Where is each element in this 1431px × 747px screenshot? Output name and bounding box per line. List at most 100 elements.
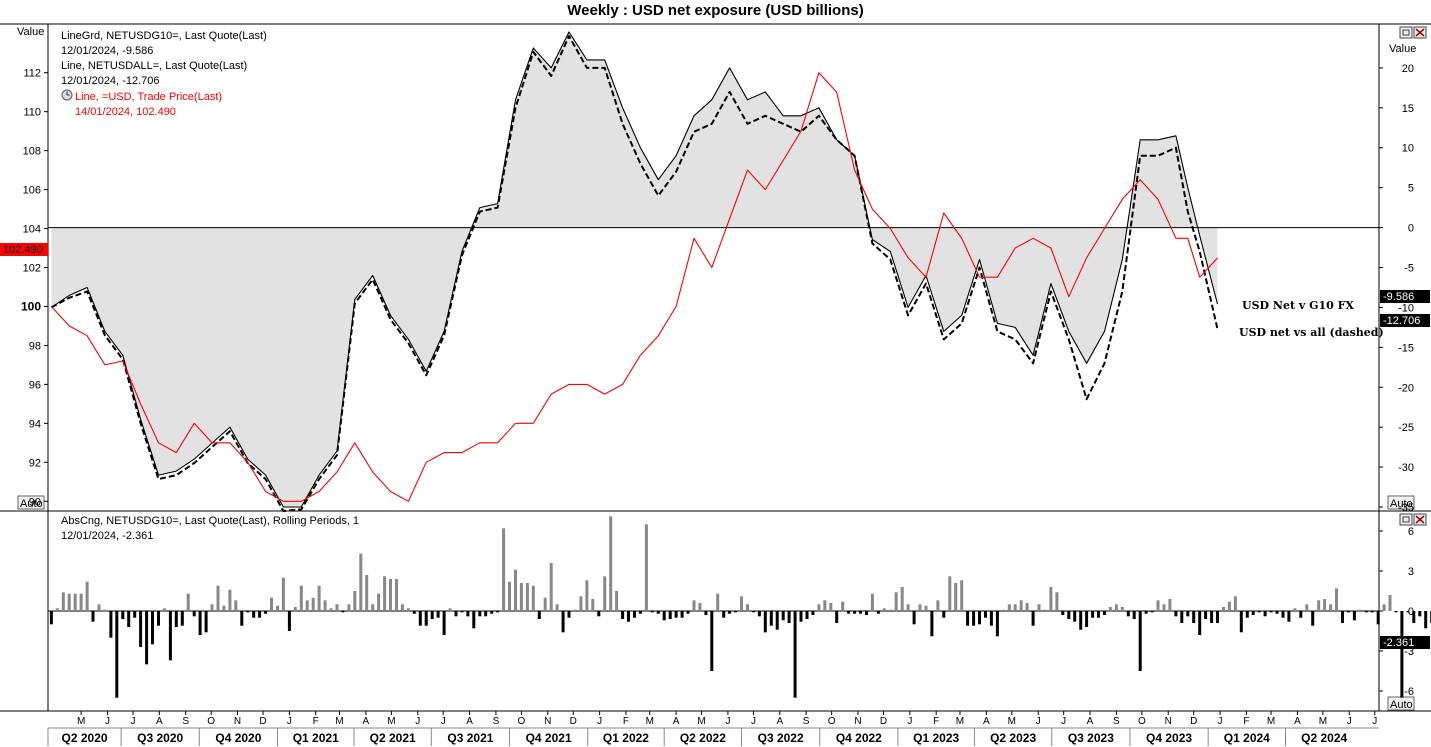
change-bar <box>180 611 184 626</box>
change-bar <box>192 611 196 617</box>
change-bar <box>210 604 214 611</box>
change-bar <box>894 592 898 611</box>
change-bar <box>1293 608 1297 611</box>
change-bar <box>1144 611 1148 614</box>
change-bar <box>1061 611 1065 615</box>
top-left-auto-button[interactable]: Auto <box>17 495 45 510</box>
quarter-label: Q2 2024 <box>1301 731 1347 745</box>
month-label: A <box>673 716 680 727</box>
change-bar <box>930 611 934 637</box>
change-bar <box>841 601 845 611</box>
bottom-legend-line1: AbsCng, NETUSDG10=, Last Quote(Last), Ro… <box>61 515 359 527</box>
month-label: M <box>335 716 343 727</box>
change-bar <box>811 611 815 615</box>
change-bar <box>793 611 797 698</box>
series-lines <box>50 31 1219 512</box>
change-bar <box>61 592 65 611</box>
top-panel-restore-icon[interactable] <box>1399 26 1413 39</box>
change-bar <box>769 611 773 626</box>
change-bar <box>906 604 910 611</box>
change-bar <box>989 611 993 626</box>
month-label: J <box>1372 716 1377 727</box>
change-bar <box>882 608 886 611</box>
change-bar <box>234 600 238 611</box>
quarter-label: Q4 2020 <box>215 731 261 745</box>
change-bar <box>252 611 256 618</box>
quarter-label: Q4 2022 <box>836 731 882 745</box>
bottom-panel-restore-icon[interactable] <box>1399 513 1413 526</box>
change-bar <box>1317 600 1321 611</box>
change-bar <box>1049 587 1053 611</box>
month-label: M <box>697 716 705 727</box>
change-bar <box>1198 611 1202 635</box>
top-right-auto-button[interactable]: Auto <box>1387 495 1415 510</box>
top-panel-close-icon[interactable] <box>1413 26 1427 39</box>
month-label: N <box>854 716 861 727</box>
change-bar <box>97 604 101 611</box>
change-bar <box>1138 611 1142 671</box>
change-bar <box>109 611 113 638</box>
change-bar <box>1162 604 1166 611</box>
month-label: J <box>907 716 912 727</box>
month-label: A <box>776 716 783 727</box>
change-bar <box>1180 611 1184 623</box>
change-bar <box>1382 604 1386 611</box>
change-bar <box>228 589 232 611</box>
left-axis-title: Value <box>17 26 44 38</box>
change-bar <box>490 611 494 614</box>
legend-usd-line1: Line, =USD, Trade Price(Last) <box>75 91 222 103</box>
month-label: J <box>725 716 730 727</box>
change-bar <box>139 611 143 647</box>
bottom-right-tick-label: -3 <box>1404 646 1414 658</box>
month-label: A <box>363 716 370 727</box>
change-bar <box>430 611 434 619</box>
change-bar <box>73 593 77 611</box>
change-bar <box>1424 611 1428 629</box>
change-bar <box>377 593 381 611</box>
right-tick-label: -20 <box>1398 382 1414 394</box>
change-bar <box>186 593 190 611</box>
change-bar <box>680 611 684 618</box>
change-bar <box>216 585 220 611</box>
change-bar <box>222 605 226 611</box>
month-label: N <box>1165 716 1172 727</box>
change-bar <box>1257 611 1261 613</box>
quarter-label: Q3 2020 <box>137 731 183 745</box>
change-bar <box>1323 599 1327 611</box>
month-label: N <box>544 716 551 727</box>
change-bar <box>561 611 565 633</box>
change-bar <box>1013 604 1017 611</box>
all-value-tag: -12.706 <box>1380 314 1430 327</box>
all-value-tag-text: -12.706 <box>1383 315 1420 327</box>
bottom-panel-close-icon[interactable] <box>1413 513 1427 526</box>
bottom-right-auto-button[interactable]: Auto <box>1387 696 1415 711</box>
month-label: J <box>441 716 446 727</box>
month-label: A <box>1087 716 1094 727</box>
change-bar <box>353 591 357 611</box>
change-bar <box>1335 588 1338 611</box>
bottom-value-tag-text: -2.361 <box>1383 637 1414 649</box>
change-bar <box>508 581 511 611</box>
month-label: M <box>1319 716 1327 727</box>
change-bar <box>555 604 559 611</box>
change-bar <box>978 611 981 625</box>
change-bar <box>888 609 892 611</box>
change-bar <box>1400 611 1404 698</box>
month-label: F <box>623 716 629 727</box>
change-bar <box>514 569 517 611</box>
change-bar <box>966 611 970 626</box>
change-bar <box>853 611 857 614</box>
change-bar <box>103 609 107 611</box>
change-bar <box>1204 611 1208 619</box>
change-bar <box>1239 611 1243 633</box>
quarter-label: Q3 2022 <box>758 731 804 745</box>
change-bar <box>817 604 821 611</box>
change-bar <box>870 593 874 611</box>
month-label: M <box>387 716 395 727</box>
change-bar <box>1120 607 1124 611</box>
change-bar <box>448 608 452 611</box>
right-tick-label: 0 <box>1408 223 1414 235</box>
change-bar <box>1311 611 1315 626</box>
left-tick-label: 102 <box>23 263 41 275</box>
change-bar <box>1412 611 1416 623</box>
